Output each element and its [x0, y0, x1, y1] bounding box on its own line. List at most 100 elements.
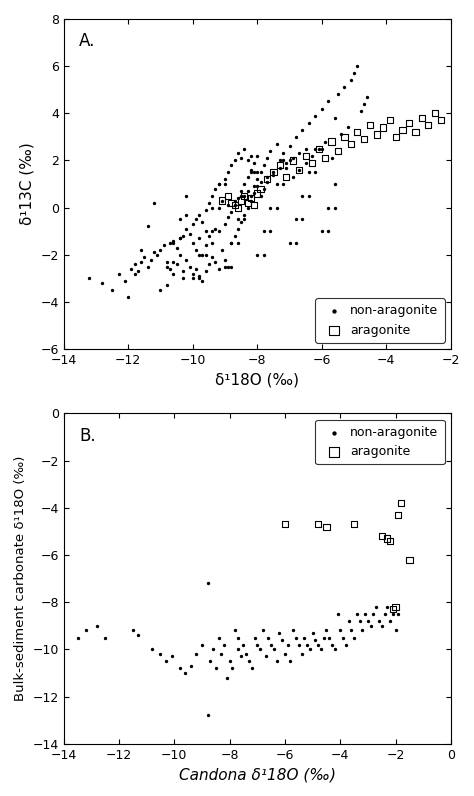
non-aragonite: [342, 638, 350, 651]
aragonite: [314, 518, 322, 531]
non-aragonite: [356, 615, 364, 627]
non-aragonite: [247, 150, 255, 162]
non-aragonite: [301, 631, 308, 644]
non-aragonite: [244, 185, 251, 197]
non-aragonite: [250, 166, 258, 178]
non-aragonite: [228, 236, 235, 249]
non-aragonite: [248, 661, 255, 674]
non-aragonite: [279, 178, 287, 190]
aragonite: [378, 529, 385, 542]
non-aragonite: [234, 236, 242, 249]
non-aragonite: [383, 600, 391, 613]
non-aragonite: [212, 661, 219, 674]
non-aragonite: [323, 624, 330, 637]
non-aragonite: [263, 170, 271, 183]
non-aragonite: [202, 265, 210, 278]
non-aragonite: [231, 624, 239, 637]
aragonite: [399, 123, 406, 136]
Legend: non-aragonite, aragonite: non-aragonite, aragonite: [315, 298, 445, 343]
non-aragonite: [247, 166, 255, 178]
non-aragonite: [209, 643, 217, 656]
aragonite: [257, 182, 264, 195]
non-aragonite: [273, 138, 281, 150]
non-aragonite: [302, 142, 310, 155]
non-aragonite: [225, 211, 232, 224]
non-aragonite: [361, 607, 369, 620]
non-aragonite: [135, 629, 142, 642]
non-aragonite: [270, 168, 277, 181]
aragonite: [244, 197, 251, 209]
X-axis label: Candona δ¹18O (‰): Candona δ¹18O (‰): [179, 767, 336, 782]
non-aragonite: [147, 253, 155, 266]
non-aragonite: [228, 236, 235, 249]
non-aragonite: [170, 256, 177, 268]
non-aragonite: [198, 638, 206, 651]
non-aragonite: [318, 142, 326, 155]
non-aragonite: [345, 615, 352, 627]
non-aragonite: [129, 624, 137, 637]
non-aragonite: [250, 187, 258, 200]
non-aragonite: [241, 142, 248, 155]
non-aragonite: [223, 671, 231, 684]
non-aragonite: [302, 157, 310, 170]
non-aragonite: [131, 258, 138, 271]
non-aragonite: [221, 253, 229, 266]
non-aragonite: [303, 638, 311, 651]
non-aragonite: [195, 270, 203, 283]
non-aragonite: [211, 256, 219, 268]
aragonite: [389, 603, 397, 615]
non-aragonite: [231, 194, 238, 207]
non-aragonite: [347, 74, 355, 87]
non-aragonite: [263, 175, 271, 188]
non-aragonite: [317, 643, 325, 656]
non-aragonite: [157, 244, 164, 256]
aragonite: [406, 553, 413, 566]
non-aragonite: [325, 95, 332, 107]
non-aragonite: [189, 272, 197, 285]
non-aragonite: [244, 154, 251, 167]
non-aragonite: [309, 626, 317, 639]
non-aragonite: [187, 659, 195, 672]
non-aragonite: [357, 104, 365, 117]
non-aragonite: [228, 206, 235, 219]
non-aragonite: [320, 631, 328, 644]
non-aragonite: [115, 267, 122, 280]
non-aragonite: [108, 284, 116, 297]
non-aragonite: [286, 140, 293, 153]
non-aragonite: [195, 248, 203, 261]
non-aragonite: [273, 201, 281, 214]
Y-axis label: δ¹13C (‰): δ¹13C (‰): [20, 142, 35, 225]
non-aragonite: [204, 577, 211, 590]
non-aragonite: [150, 197, 158, 209]
non-aragonite: [137, 244, 145, 256]
non-aragonite: [394, 607, 402, 620]
non-aragonite: [254, 150, 261, 162]
non-aragonite: [231, 229, 238, 242]
non-aragonite: [237, 216, 245, 228]
non-aragonite: [315, 142, 322, 155]
non-aragonite: [150, 246, 158, 259]
non-aragonite: [134, 265, 142, 278]
aragonite: [234, 201, 242, 214]
non-aragonite: [295, 638, 302, 651]
non-aragonite: [386, 615, 394, 627]
non-aragonite: [192, 244, 200, 256]
non-aragonite: [373, 600, 380, 613]
non-aragonite: [234, 213, 242, 226]
non-aragonite: [199, 216, 206, 228]
non-aragonite: [162, 655, 170, 668]
aragonite: [394, 509, 402, 521]
non-aragonite: [311, 166, 319, 178]
non-aragonite: [247, 189, 255, 202]
non-aragonite: [331, 201, 338, 214]
non-aragonite: [215, 631, 222, 644]
non-aragonite: [290, 624, 297, 637]
Text: A.: A.: [79, 32, 96, 50]
non-aragonite: [228, 158, 235, 171]
non-aragonite: [266, 145, 274, 158]
non-aragonite: [284, 638, 292, 651]
non-aragonite: [292, 131, 300, 143]
non-aragonite: [168, 650, 175, 663]
non-aragonite: [276, 154, 283, 167]
non-aragonite: [341, 81, 348, 94]
